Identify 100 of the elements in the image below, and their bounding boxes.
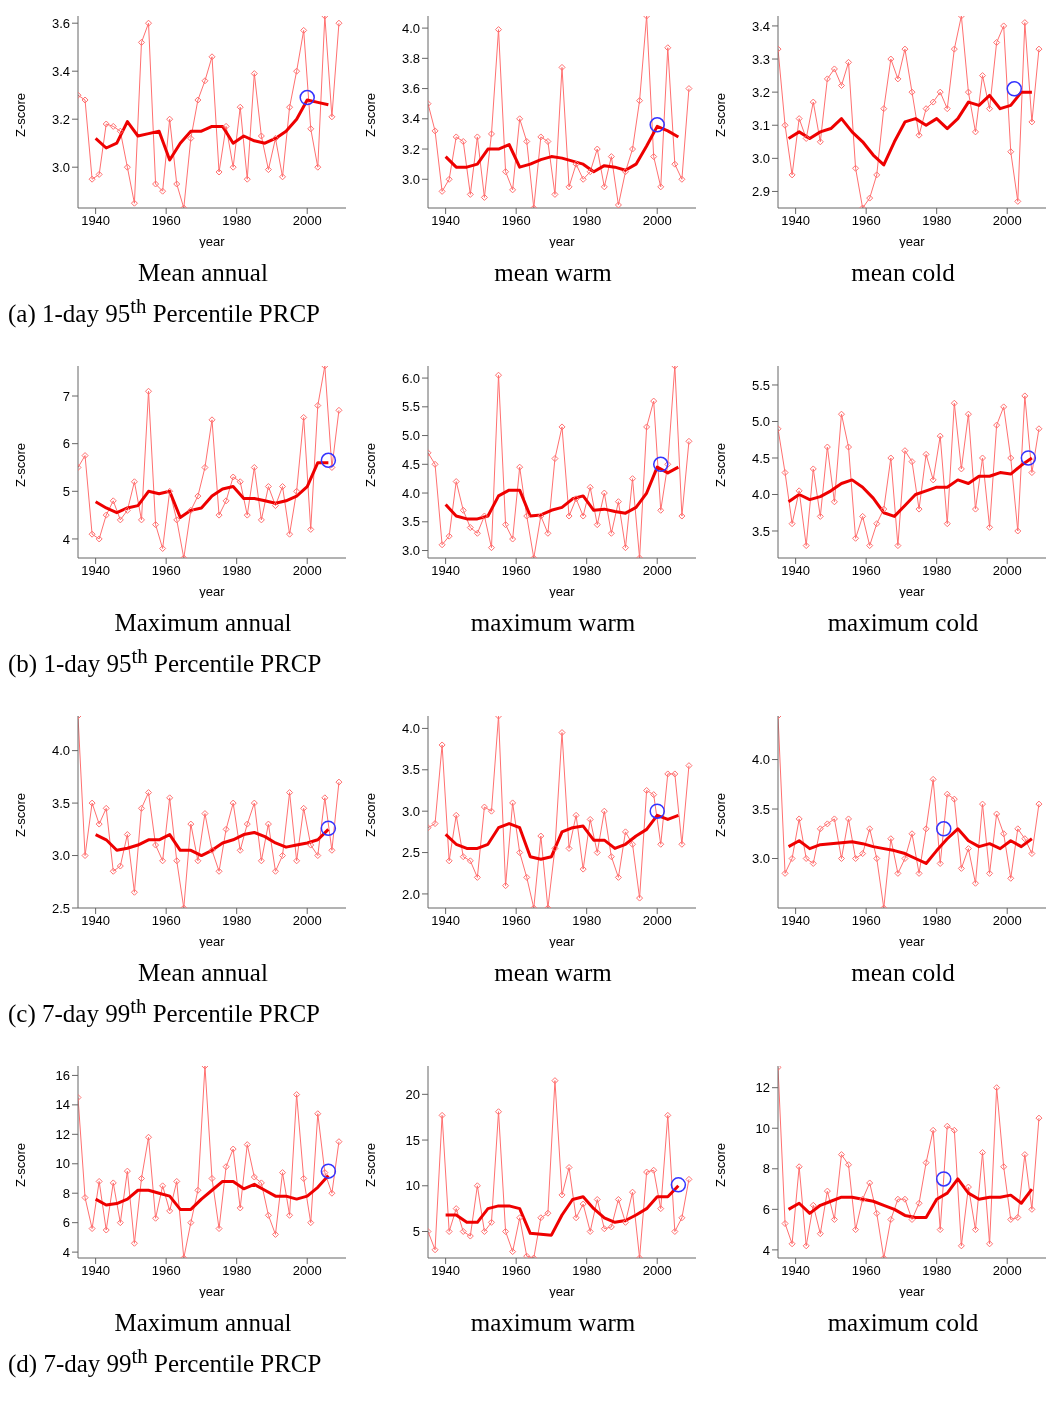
y-tick-label: 8 xyxy=(62,1185,70,1201)
y-tick-label: 3.0 xyxy=(751,150,770,166)
y-axis-title: Z-score xyxy=(712,92,728,137)
y-tick-label: 3.5 xyxy=(401,514,420,530)
y-tick-label: 4.0 xyxy=(401,721,420,737)
y-tick-label: 3.5 xyxy=(751,801,770,817)
y-tick-label: 3.6 xyxy=(401,81,420,97)
x-tick-label: 1980 xyxy=(922,913,952,929)
y-tick-label: 5.5 xyxy=(401,399,420,415)
text: Maximum annual xyxy=(113,1308,293,1338)
text: Mean annual xyxy=(137,258,269,288)
x-tick-label: 1960 xyxy=(151,213,181,229)
y-tick-label: 2.5 xyxy=(51,900,70,916)
y-tick-label: 3.4 xyxy=(401,111,420,127)
x-axis-title: year xyxy=(549,234,576,249)
x-tick-label: 1940 xyxy=(781,913,811,929)
x-tick-label: 1960 xyxy=(851,1263,881,1279)
x-tick-label: 1960 xyxy=(851,563,881,579)
text: mean warm xyxy=(493,958,613,988)
x-tick-label: 1940 xyxy=(431,1263,461,1279)
x-tick-label: 1980 xyxy=(222,1263,252,1279)
x-tick-label: 2000 xyxy=(292,213,322,229)
x-tick-label: 1960 xyxy=(851,213,881,229)
y-tick-label: 3.5 xyxy=(401,762,420,778)
x-tick-label: 2000 xyxy=(292,563,322,579)
y-tick-label: 3.0 xyxy=(751,851,770,867)
x-tick-label: 2000 xyxy=(642,913,672,929)
text: mean cold xyxy=(850,258,956,288)
y-tick-label: 3.0 xyxy=(401,171,420,187)
x-tick-label: 2000 xyxy=(642,213,672,229)
y-axis-title: Z-score xyxy=(12,1142,28,1187)
y-axis-title: Z-score xyxy=(362,442,378,487)
x-tick-label: 1960 xyxy=(501,913,531,929)
y-tick-label: 10 xyxy=(405,1178,420,1194)
y-tick-label: 3.2 xyxy=(751,84,770,100)
text: Maximum annual xyxy=(113,608,293,638)
text: mean cold xyxy=(850,958,956,988)
x-tick-label: 1940 xyxy=(781,563,811,579)
text: (b) 1-day 95$^{th}$ Percentile PRCP xyxy=(8,643,323,680)
x-axis-title: year xyxy=(199,584,226,599)
y-tick-label: 4.0 xyxy=(51,743,70,759)
y-tick-label: 3.1 xyxy=(751,117,770,133)
x-tick-label: 1960 xyxy=(501,1263,531,1279)
y-tick-label: 3.3 xyxy=(751,51,770,67)
y-tick-label: 7 xyxy=(62,388,70,404)
y-tick-label: 3.4 xyxy=(751,18,770,34)
x-axis-title: year xyxy=(899,1284,926,1299)
text: maximum warm xyxy=(469,1308,637,1338)
text: maximum warm xyxy=(469,608,637,638)
y-tick-label: 3.0 xyxy=(51,848,70,864)
x-tick-label: 1960 xyxy=(501,213,531,229)
y-tick-label: 12 xyxy=(55,1126,70,1142)
y-tick-label: 5.0 xyxy=(401,428,420,444)
x-tick-label: 1980 xyxy=(572,563,602,579)
y-tick-label: 3.2 xyxy=(51,111,70,127)
x-tick-label: 1980 xyxy=(922,563,952,579)
y-tick-label: 4.0 xyxy=(401,485,420,501)
y-tick-label: 6 xyxy=(62,1215,70,1231)
y-axis-title: Z-score xyxy=(712,1142,728,1187)
x-axis-title: year xyxy=(899,584,926,599)
text: maximum cold xyxy=(826,608,980,638)
x-tick-label: 2000 xyxy=(992,213,1022,229)
y-tick-label: 10 xyxy=(755,1120,770,1136)
y-tick-label: 4.5 xyxy=(401,456,420,472)
y-tick-label: 3.0 xyxy=(51,159,70,175)
x-tick-label: 1980 xyxy=(222,213,252,229)
text: mean warm xyxy=(493,258,613,288)
y-tick-label: 6.0 xyxy=(401,370,420,386)
x-tick-label: 2000 xyxy=(292,1263,322,1279)
x-tick-label: 1940 xyxy=(81,563,111,579)
y-tick-label: 2.0 xyxy=(401,886,420,902)
y-tick-label: 3.0 xyxy=(401,543,420,559)
text: (d) 7-day 99$^{th}$ Percentile PRCP xyxy=(8,1343,323,1380)
y-axis-title: Z-score xyxy=(12,792,28,837)
text: (c) 7-day 99$^{th}$ Percentile PRCP xyxy=(8,993,321,1030)
x-tick-label: 1940 xyxy=(431,913,461,929)
y-axis-title: Z-score xyxy=(712,792,728,837)
y-tick-label: 3.4 xyxy=(51,63,70,79)
x-axis-title: year xyxy=(199,234,226,249)
y-axis-title: Z-score xyxy=(12,442,28,487)
x-tick-label: 1980 xyxy=(572,1263,602,1279)
x-tick-label: 1940 xyxy=(781,213,811,229)
x-tick-label: 1980 xyxy=(922,1263,952,1279)
y-tick-label: 5.0 xyxy=(751,414,770,430)
y-tick-label: 3.5 xyxy=(751,523,770,539)
x-axis-title: year xyxy=(549,1284,576,1299)
y-tick-label: 2.5 xyxy=(401,845,420,861)
x-tick-label: 1980 xyxy=(572,913,602,929)
x-axis-title: year xyxy=(199,934,226,949)
y-axis-title: Z-score xyxy=(362,1142,378,1187)
x-tick-label: 2000 xyxy=(642,1263,672,1279)
y-tick-label: 20 xyxy=(405,1086,420,1102)
x-tick-label: 1940 xyxy=(781,1263,811,1279)
y-tick-label: 2.9 xyxy=(751,184,770,200)
y-tick-label: 6 xyxy=(62,436,70,452)
text: (a) 1-day 95$^{th}$ Percentile PRCP xyxy=(8,293,321,330)
x-tick-label: 1960 xyxy=(501,563,531,579)
y-tick-label: 16 xyxy=(55,1068,70,1084)
y-tick-label: 4.0 xyxy=(401,20,420,36)
x-tick-label: 1940 xyxy=(81,1263,111,1279)
